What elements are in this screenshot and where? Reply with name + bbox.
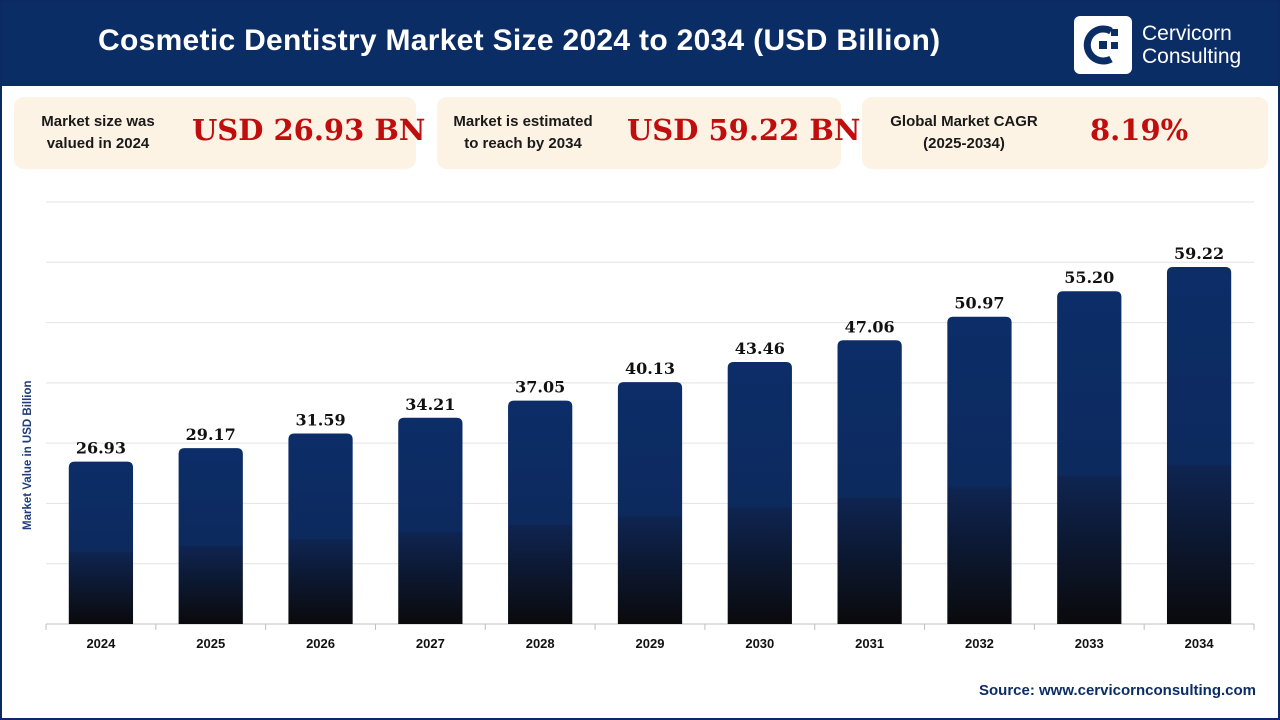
x-axis-ticks: 2024 2025 2026 2027 2028 2029 2030 2031 2032 2033… — [45, 624, 1255, 651]
logo-line-1: Cervicorn — [1142, 22, 1232, 45]
y-axis-label: Market Value in USD Billion — [22, 380, 34, 530]
bar-chart: 26.93 29.17 31.59 34.21 37.05 40.13 43.46 47.06… — [45, 201, 1255, 651]
bar-2027 — [398, 417, 463, 624]
data-labels: 26.93 29.17 31.59 34.21 37.05 40.13 43.46 47.06… — [76, 244, 1224, 458]
x-tick-label-2032: 2032 — [965, 636, 994, 651]
stat-label-line: Market size was — [41, 113, 155, 130]
data-label-2034: 59.22 — [1174, 244, 1224, 263]
bars — [68, 266, 1232, 624]
data-label-2033: 55.20 — [1064, 268, 1114, 287]
stat-card-value: 8.19% — [1090, 113, 1189, 147]
stat-label-line: Market is estimated — [453, 113, 593, 130]
stat-card-cagr: Global Market CAGR (2025-2034) 8.19% — [862, 97, 1268, 169]
x-tick-label-2030: 2030 — [745, 636, 774, 651]
stat-card-2024-size: Market size was valued in 2024 USD 26.93… — [14, 97, 425, 169]
data-label-2030: 43.46 — [735, 339, 785, 358]
bar-2029 — [617, 382, 683, 624]
stat-label-line: to reach by 2034 — [464, 135, 582, 152]
bar-2025 — [178, 448, 243, 624]
stat-label-line: Global Market CAGR — [890, 113, 1038, 130]
x-tick-label-2024: 2024 — [86, 636, 116, 651]
stat-label-line: (2025-2034) — [923, 135, 1005, 152]
stat-card-value: USD 26.93 BN — [192, 113, 426, 147]
stat-label-line: valued in 2024 — [46, 135, 150, 152]
x-tick-label-2028: 2028 — [526, 636, 555, 651]
bar-2026 — [288, 433, 353, 624]
bar-2031 — [837, 340, 902, 624]
x-tick-label-2027: 2027 — [416, 636, 445, 651]
cervicorn-logo-icon — [1074, 16, 1132, 74]
data-label-2024: 26.93 — [76, 439, 126, 458]
x-tick-label-2026: 2026 — [306, 636, 335, 651]
source-credit: Source: www.cervicornconsulting.com — [978, 682, 1256, 699]
stat-card-2034-forecast: Market is estimated to reach by 2034 USD… — [437, 97, 860, 169]
x-tick-label-2031: 2031 — [855, 636, 884, 651]
data-label-2032: 50.97 — [954, 294, 1004, 313]
bar-2030 — [727, 361, 792, 624]
bar-2034 — [1166, 266, 1232, 624]
x-tick-label-2025: 2025 — [196, 636, 225, 651]
bar-2032 — [947, 316, 1012, 624]
bar-2028 — [508, 400, 573, 624]
data-label-2025: 29.17 — [186, 425, 236, 444]
x-tick-label-2029: 2029 — [636, 636, 665, 651]
stat-card-label: Market size was valued in 2024 — [34, 111, 162, 155]
data-label-2031: 47.06 — [845, 317, 895, 336]
stat-card-value: USD 59.22 BN — [627, 113, 861, 147]
header-banner: Cosmetic Dentistry Market Size 2024 to 2… — [2, 2, 1278, 86]
stat-card-label: Global Market CAGR (2025-2034) — [876, 111, 1052, 155]
data-label-2026: 31.59 — [295, 411, 345, 430]
page-title: Cosmetic Dentistry Market Size 2024 to 2… — [98, 24, 941, 57]
logo-line-2: Consulting — [1142, 45, 1242, 68]
data-label-2029: 40.13 — [625, 359, 675, 378]
x-tick-label-2034: 2034 — [1185, 636, 1215, 651]
bar-2024 — [68, 461, 134, 624]
bar-2033 — [1057, 291, 1122, 624]
data-label-2027: 34.21 — [405, 395, 455, 414]
x-tick-label-2033: 2033 — [1075, 636, 1104, 651]
stat-card-label: Market is estimated to reach by 2034 — [443, 111, 603, 155]
data-label-2028: 37.05 — [515, 378, 565, 397]
brand-logo: Cervicorn Consulting — [1074, 16, 1241, 74]
